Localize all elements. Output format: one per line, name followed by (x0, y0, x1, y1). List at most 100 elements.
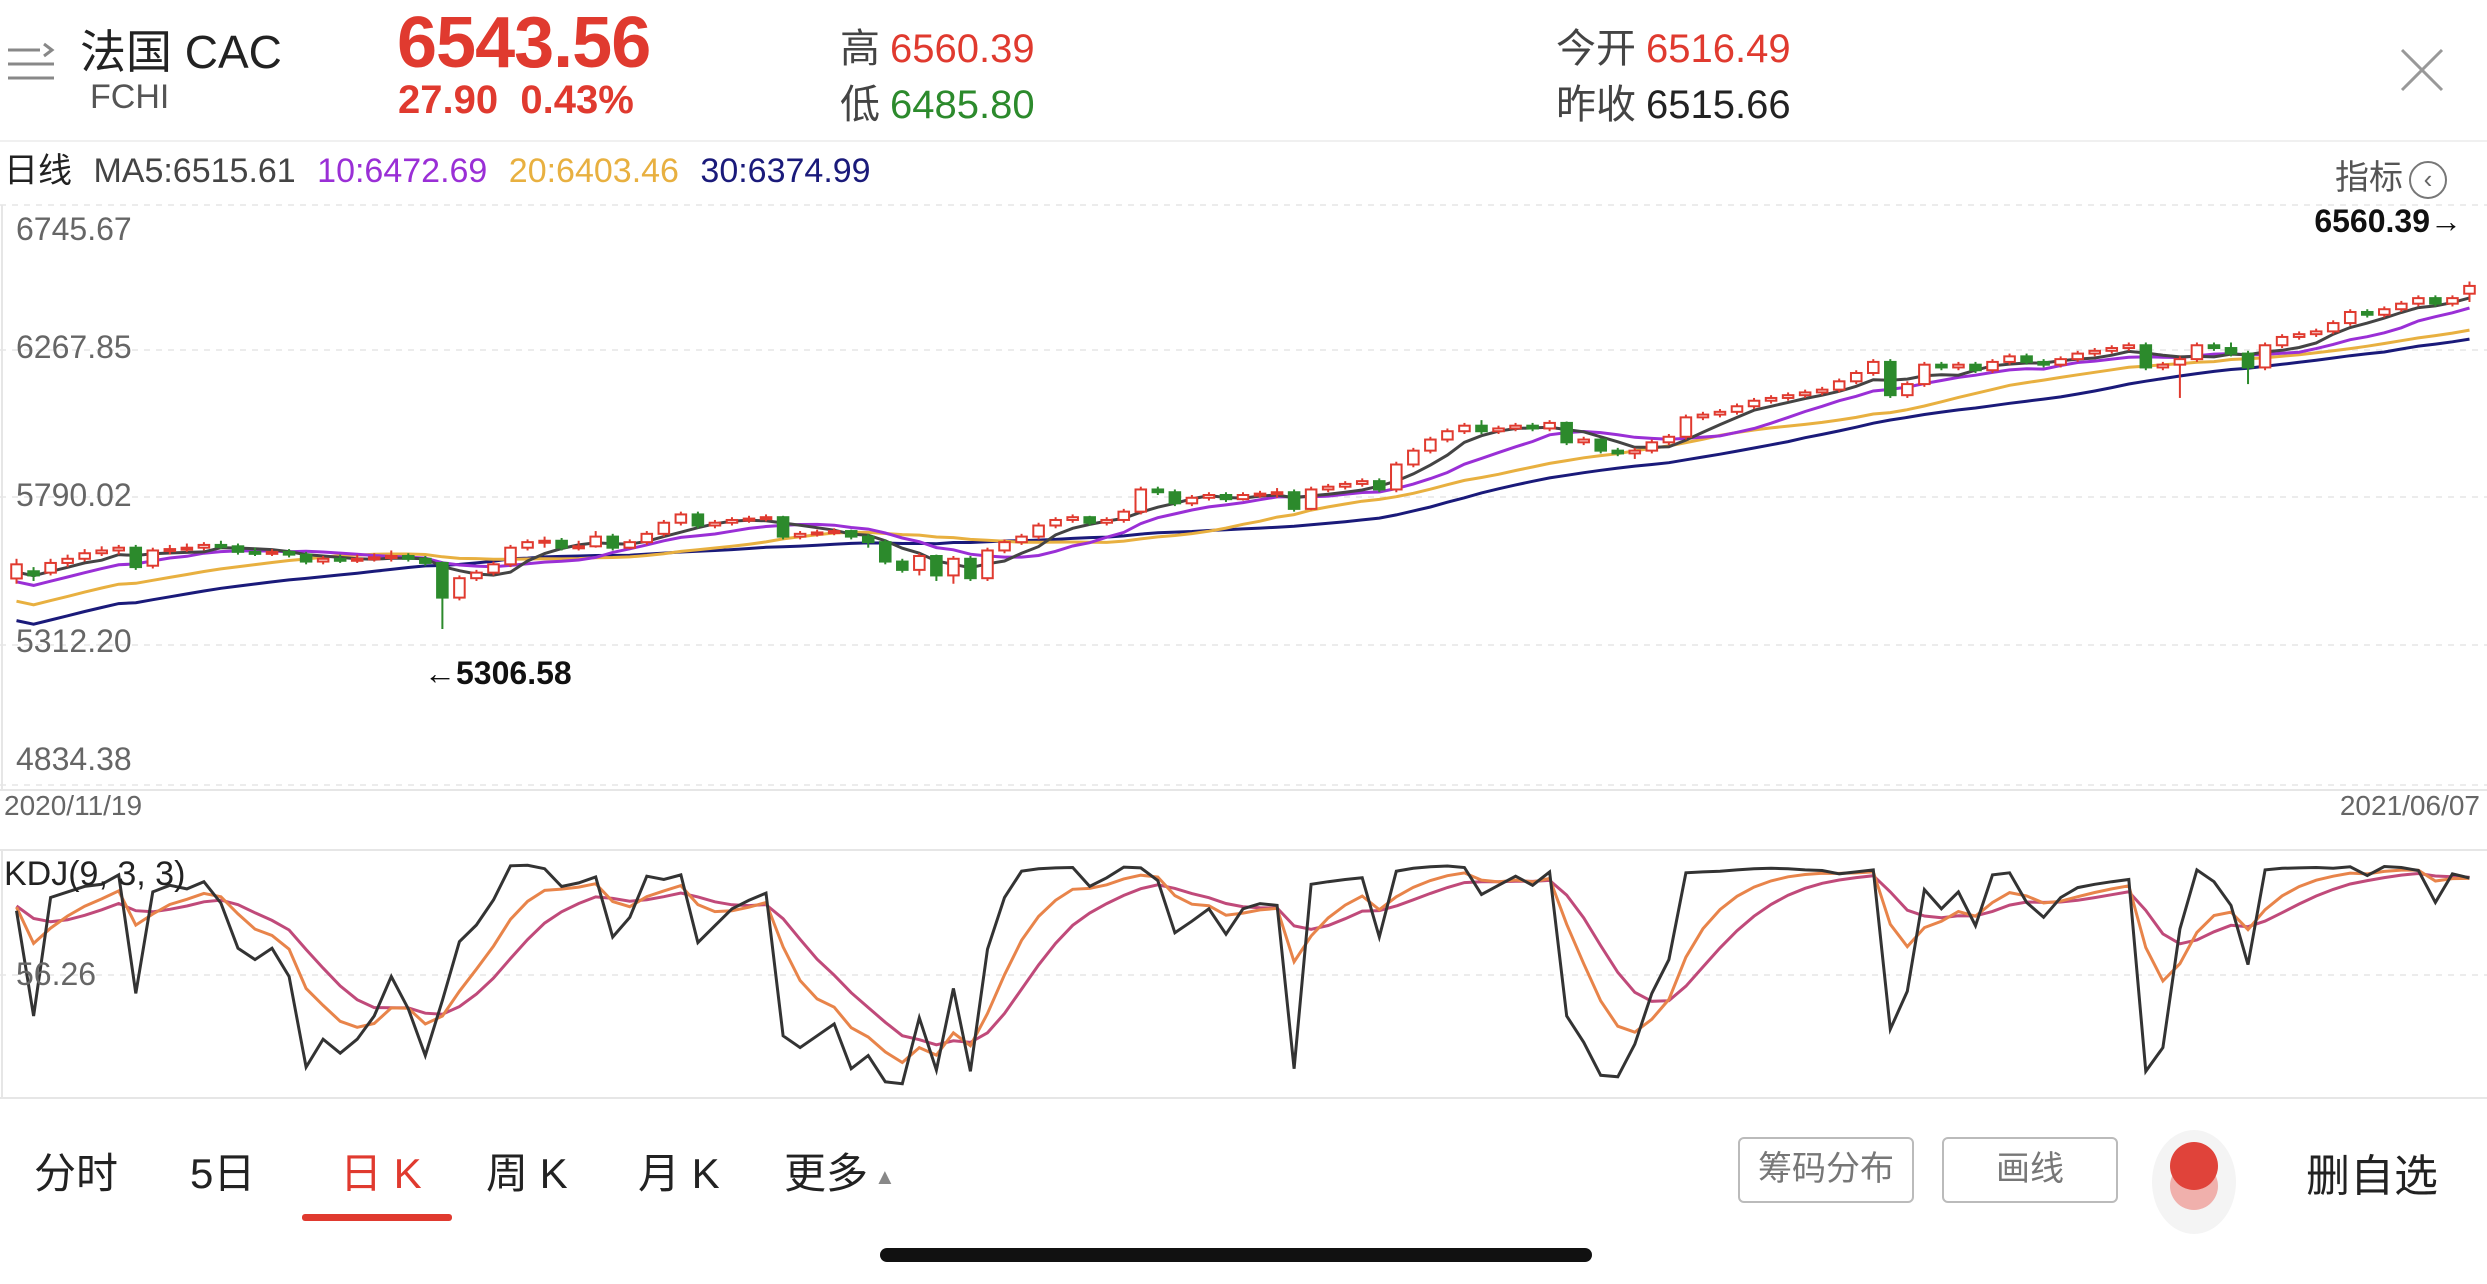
low-annotation: ←5306.58 (424, 655, 572, 691)
candle (522, 539, 533, 550)
color-dot-icon[interactable] (2150, 1126, 2240, 1236)
candle (2362, 309, 2373, 317)
candle-body (1050, 520, 1061, 526)
candle-body (829, 531, 840, 533)
tab-more[interactable]: 更多 ▲ (784, 1140, 896, 1201)
candle (1902, 381, 1913, 398)
candlesticks (11, 281, 2475, 628)
candle-body (250, 552, 261, 554)
candle-body (2175, 359, 2186, 365)
candle-body (1459, 426, 1470, 432)
candle (2243, 351, 2254, 384)
candle-body (1238, 495, 1249, 499)
candle (1153, 487, 1164, 495)
candle (1527, 423, 1538, 431)
candle (1936, 362, 1947, 370)
candle (1595, 438, 1606, 453)
candle (216, 541, 227, 549)
candle-body (1817, 390, 1828, 393)
candle (1919, 362, 1930, 387)
candle (1459, 423, 1470, 434)
candle-body (2277, 337, 2288, 345)
candle-body (1204, 495, 1215, 498)
candle-body (744, 519, 755, 521)
candle-body (1221, 495, 1232, 499)
candle (676, 512, 687, 526)
candle (1544, 420, 1555, 431)
draw-line-button[interactable]: 画线 (1942, 1137, 2118, 1203)
y-tick-label: 4834.38 (16, 741, 132, 777)
high-annotation: 6560.39→ (2314, 203, 2462, 239)
candle (437, 562, 448, 629)
candle (148, 548, 159, 569)
candle (301, 552, 312, 564)
candle (1408, 448, 1419, 467)
candle-body (130, 548, 141, 567)
candle-body (1868, 362, 1879, 373)
y-tick-label: 5790.02 (16, 477, 132, 513)
candle (539, 537, 550, 548)
kdj-d-line (17, 870, 2470, 1062)
chart-area[interactable]: 6745.67 6267.85 5790.02 5312.20 4834.38 … (0, 0, 2487, 1120)
candle-body (1187, 498, 1198, 504)
candle (1306, 487, 1317, 511)
candle-body (2260, 345, 2271, 367)
candle-body (1084, 517, 1095, 523)
tab-monthly-k[interactable]: 月 K (638, 1140, 720, 1201)
chip-distribution-button[interactable]: 筹码分布 (1738, 1137, 1914, 1203)
candle-body (1016, 537, 1027, 543)
candle-body (2430, 298, 2441, 304)
candle-body (2362, 312, 2373, 315)
candle (914, 553, 925, 575)
candle-body (2243, 354, 2254, 368)
candle-body (148, 550, 159, 565)
candle (1749, 398, 1760, 409)
candle-body (335, 559, 346, 561)
candle (1340, 481, 1351, 489)
candle (505, 545, 516, 567)
candle (471, 570, 482, 581)
tab-weekly-k[interactable]: 周 K (486, 1140, 568, 1201)
candle (2277, 334, 2288, 348)
candle (2345, 309, 2356, 326)
candle (1681, 415, 1692, 440)
candle (1953, 362, 1964, 370)
candle (1067, 514, 1078, 522)
candle (1442, 428, 1453, 442)
candle-body (2294, 334, 2305, 337)
candle (1323, 484, 1334, 492)
candle-body (301, 555, 312, 562)
candle-body (1936, 365, 1947, 368)
candle (982, 548, 993, 581)
candle-body (505, 548, 516, 565)
candle (624, 539, 635, 549)
ma20-line (17, 330, 2470, 605)
remove-favorite-button[interactable]: 删自选 (2306, 1140, 2438, 1204)
candle-body (96, 550, 107, 553)
candle-body (1136, 489, 1147, 511)
candle-body (1425, 440, 1436, 451)
candle-body (1630, 451, 1641, 454)
candle (1136, 487, 1147, 515)
candle-body (1681, 417, 1692, 436)
candle-body (233, 546, 244, 552)
candle-body (11, 564, 22, 578)
candle (199, 542, 210, 550)
tab-5day[interactable]: 5日 (190, 1140, 255, 1201)
candle (2413, 295, 2424, 306)
tab-daily-k[interactable]: 日 K (340, 1140, 422, 1201)
candle (454, 575, 465, 600)
candle (999, 539, 1010, 553)
candle (1476, 420, 1487, 434)
candle (727, 517, 738, 525)
candle-body (1408, 451, 1419, 465)
candle-body (2209, 345, 2220, 348)
candle-body (2396, 304, 2407, 310)
candle (2192, 342, 2203, 361)
candle (1357, 478, 1368, 486)
y-tick-label: 5312.20 (16, 623, 132, 659)
tab-intraday[interactable]: 分时 (34, 1140, 118, 1201)
candle-body (1902, 384, 1913, 395)
candle-body (1067, 517, 1078, 520)
candle-body (2072, 354, 2083, 360)
